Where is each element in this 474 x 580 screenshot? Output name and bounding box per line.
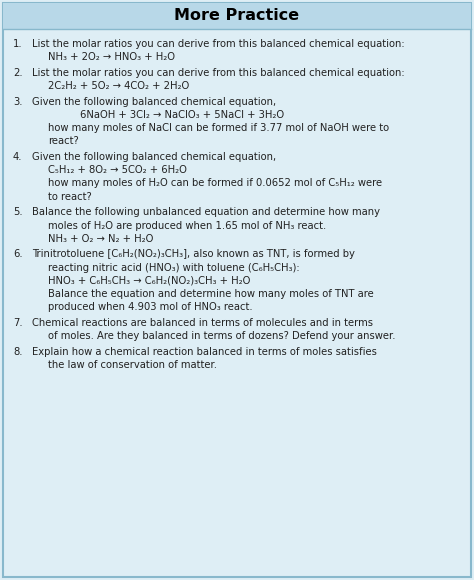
Text: 6.: 6.	[13, 249, 23, 259]
Text: HNO₃ + C₆H₅CH₃ → C₆H₂(NO₂)₃CH₃ + H₂O: HNO₃ + C₆H₅CH₃ → C₆H₂(NO₂)₃CH₃ + H₂O	[48, 276, 250, 286]
Text: moles of H₂O are produced when 1.65 mol of NH₃ react.: moles of H₂O are produced when 1.65 mol …	[48, 220, 326, 231]
Text: produced when 4.903 mol of HNO₃ react.: produced when 4.903 mol of HNO₃ react.	[48, 302, 253, 312]
Text: Trinitrotoluene [C₆H₂(NO₂)₃CH₃], also known as TNT, is formed by: Trinitrotoluene [C₆H₂(NO₂)₃CH₃], also kn…	[32, 249, 355, 259]
Text: NH₃ + 2O₂ → HNO₃ + H₂O: NH₃ + 2O₂ → HNO₃ + H₂O	[48, 52, 175, 62]
Text: 5.: 5.	[13, 208, 23, 218]
Text: 6NaOH + 3Cl₂ → NaClO₃ + 5NaCl + 3H₂O: 6NaOH + 3Cl₂ → NaClO₃ + 5NaCl + 3H₂O	[80, 110, 284, 120]
Text: react?: react?	[48, 136, 79, 146]
Text: of moles. Are they balanced in terms of dozens? Defend your answer.: of moles. Are they balanced in terms of …	[48, 331, 395, 341]
Text: 1.: 1.	[13, 39, 23, 49]
Text: the law of conservation of matter.: the law of conservation of matter.	[48, 360, 217, 370]
Text: Given the following balanced chemical equation,: Given the following balanced chemical eq…	[32, 152, 276, 162]
Text: Explain how a chemical reaction balanced in terms of moles satisfies: Explain how a chemical reaction balanced…	[32, 347, 377, 357]
Text: how many moles of NaCl can be formed if 3.77 mol of NaOH were to: how many moles of NaCl can be formed if …	[48, 123, 389, 133]
FancyBboxPatch shape	[3, 3, 471, 29]
Text: Balance the equation and determine how many moles of TNT are: Balance the equation and determine how m…	[48, 289, 374, 299]
Text: reacting nitric acid (HNO₃) with toluene (C₆H₅CH₃):: reacting nitric acid (HNO₃) with toluene…	[48, 263, 300, 273]
FancyBboxPatch shape	[3, 3, 471, 577]
Text: how many moles of H₂O can be formed if 0.0652 mol of C₅H₁₂ were: how many moles of H₂O can be formed if 0…	[48, 179, 382, 188]
Text: List the molar ratios you can derive from this balanced chemical equation:: List the molar ratios you can derive fro…	[32, 68, 405, 78]
Text: 4.: 4.	[13, 152, 22, 162]
Text: to react?: to react?	[48, 192, 92, 202]
Text: 3.: 3.	[13, 97, 22, 107]
Text: More Practice: More Practice	[174, 9, 300, 24]
Text: 2C₂H₂ + 5O₂ → 4CO₂ + 2H₂O: 2C₂H₂ + 5O₂ → 4CO₂ + 2H₂O	[48, 81, 189, 91]
Text: List the molar ratios you can derive from this balanced chemical equation:: List the molar ratios you can derive fro…	[32, 39, 405, 49]
Text: Given the following balanced chemical equation,: Given the following balanced chemical eq…	[32, 97, 276, 107]
Text: 8.: 8.	[13, 347, 22, 357]
Text: NH₃ + O₂ → N₂ + H₂O: NH₃ + O₂ → N₂ + H₂O	[48, 234, 154, 244]
Text: C₅H₁₂ + 8O₂ → 5CO₂ + 6H₂O: C₅H₁₂ + 8O₂ → 5CO₂ + 6H₂O	[48, 165, 187, 175]
Text: Chemical reactions are balanced in terms of molecules and in terms: Chemical reactions are balanced in terms…	[32, 318, 373, 328]
Text: 2.: 2.	[13, 68, 23, 78]
Text: Balance the following unbalanced equation and determine how many: Balance the following unbalanced equatio…	[32, 208, 380, 218]
Text: 7.: 7.	[13, 318, 23, 328]
